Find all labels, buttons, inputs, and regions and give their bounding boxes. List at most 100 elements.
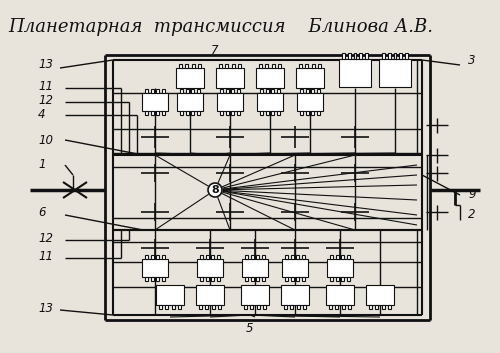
Bar [232,64,234,68]
Bar [237,111,240,115]
Bar [266,89,268,93]
Bar [365,53,368,59]
Bar [282,259,308,277]
Bar [297,93,323,111]
Bar [369,305,372,309]
Bar [217,93,243,111]
Bar [299,64,302,68]
Bar [336,305,338,309]
Bar [199,305,202,309]
Bar [142,93,168,111]
Text: 7: 7 [211,43,219,56]
Bar [290,305,294,309]
Bar [257,93,283,111]
Bar [162,89,165,93]
Bar [145,255,148,259]
Bar [206,255,208,259]
Text: 5: 5 [246,322,254,335]
Bar [186,111,188,115]
Bar [296,305,300,309]
Bar [178,305,181,309]
Bar [347,255,350,259]
Bar [306,111,308,115]
Bar [330,277,333,281]
Bar [382,53,385,59]
Bar [217,255,220,259]
Text: 12: 12 [38,94,53,107]
Bar [336,277,338,281]
Bar [232,89,234,93]
Bar [300,111,303,115]
Bar [327,259,353,277]
Circle shape [208,183,222,197]
Bar [342,53,345,59]
Bar [150,111,154,115]
Bar [218,305,221,309]
Bar [394,53,396,59]
Bar [172,305,174,309]
Bar [296,255,300,259]
Bar [366,285,394,305]
Bar [360,53,362,59]
Bar [220,89,223,93]
Bar [290,277,294,281]
Bar [226,111,228,115]
Bar [302,277,305,281]
Bar [336,255,338,259]
Bar [192,64,194,68]
Bar [259,64,262,68]
Bar [241,285,269,305]
Bar [263,305,266,309]
Bar [197,111,200,115]
Text: 8: 8 [211,185,219,195]
Bar [179,64,182,68]
Text: 4: 4 [38,108,46,120]
Bar [166,305,168,309]
Bar [348,305,351,309]
Bar [156,285,184,305]
Bar [200,277,203,281]
Bar [296,68,324,88]
Bar [272,64,274,68]
Bar [405,53,408,59]
Bar [296,277,300,281]
Bar [285,277,288,281]
Bar [256,277,260,281]
Bar [156,111,160,115]
Bar [306,64,308,68]
Bar [245,255,248,259]
Bar [250,255,254,259]
Bar [347,277,350,281]
Bar [376,305,378,309]
Bar [142,259,168,277]
Text: 10: 10 [38,133,53,146]
Bar [388,53,390,59]
Bar [176,68,204,88]
Text: Планетарная  трансмиссия    Блинова А.В.: Планетарная трансмиссия Блинова А.В. [8,18,433,36]
Bar [318,64,321,68]
Bar [180,111,183,115]
Text: 13: 13 [38,301,53,315]
Bar [232,111,234,115]
Bar [156,89,160,93]
Bar [342,305,344,309]
Bar [317,89,320,93]
Bar [145,277,148,281]
Bar [266,64,268,68]
Bar [150,89,154,93]
Bar [217,277,220,281]
Bar [256,255,260,259]
Bar [196,285,224,305]
Bar [348,53,350,59]
Bar [303,305,306,309]
Bar [197,89,200,93]
Bar [197,259,223,277]
Bar [162,255,165,259]
Bar [145,111,148,115]
Bar [226,89,228,93]
Bar [245,277,248,281]
Bar [216,68,244,88]
Bar [260,89,263,93]
Bar [206,277,208,281]
Bar [150,277,154,281]
